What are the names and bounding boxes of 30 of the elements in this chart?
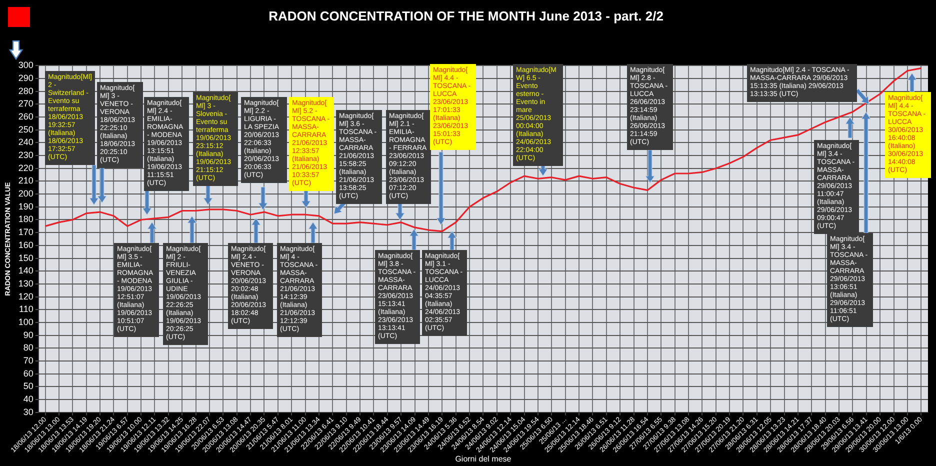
y-tick-label: 290 <box>18 72 34 83</box>
y-tick-label: 280 <box>18 86 34 96</box>
y-tick-label: 220 <box>18 162 34 173</box>
y-tick-label: 250 <box>18 124 34 134</box>
y-tick-label: 110 <box>19 304 34 314</box>
y-tick-label: 260 <box>18 111 34 122</box>
y-tick-label: 190 <box>18 201 34 212</box>
y-tick-label: 240 <box>18 137 34 148</box>
y-tick-label: 200 <box>18 188 34 199</box>
y-tick-label: 180 <box>18 214 34 224</box>
x-axis-title: Giorni del mese <box>455 454 512 464</box>
y-tick-label: 170 <box>18 227 34 238</box>
y-tick-label: 50 <box>23 381 34 392</box>
chart-title: RADON CONCENTRATION OF THE MONTH June 2013 - part. 2/2 <box>268 8 664 24</box>
y-tick-label: 130 <box>18 278 34 288</box>
y-tick-label: 30 <box>23 406 34 417</box>
y-tick-label: 140 <box>18 266 34 276</box>
y-tick-label: 230 <box>18 150 34 160</box>
y-tick-label: 90 <box>23 330 34 340</box>
y-tick-label: 160 <box>18 240 34 250</box>
y-tick-label: 80 <box>23 342 34 353</box>
y-tick-label: 70 <box>23 356 34 366</box>
y-tick-label: 300 <box>18 60 34 70</box>
y-tick-label: 270 <box>18 98 34 109</box>
y-tick-label: 100 <box>18 316 34 327</box>
y-tick-label: 60 <box>23 368 34 378</box>
y-tick-label: 40 <box>23 394 34 404</box>
y-tick-label: 150 <box>18 252 34 263</box>
y-tick-label: 120 <box>18 291 34 302</box>
y-tick-label: 210 <box>18 176 34 186</box>
